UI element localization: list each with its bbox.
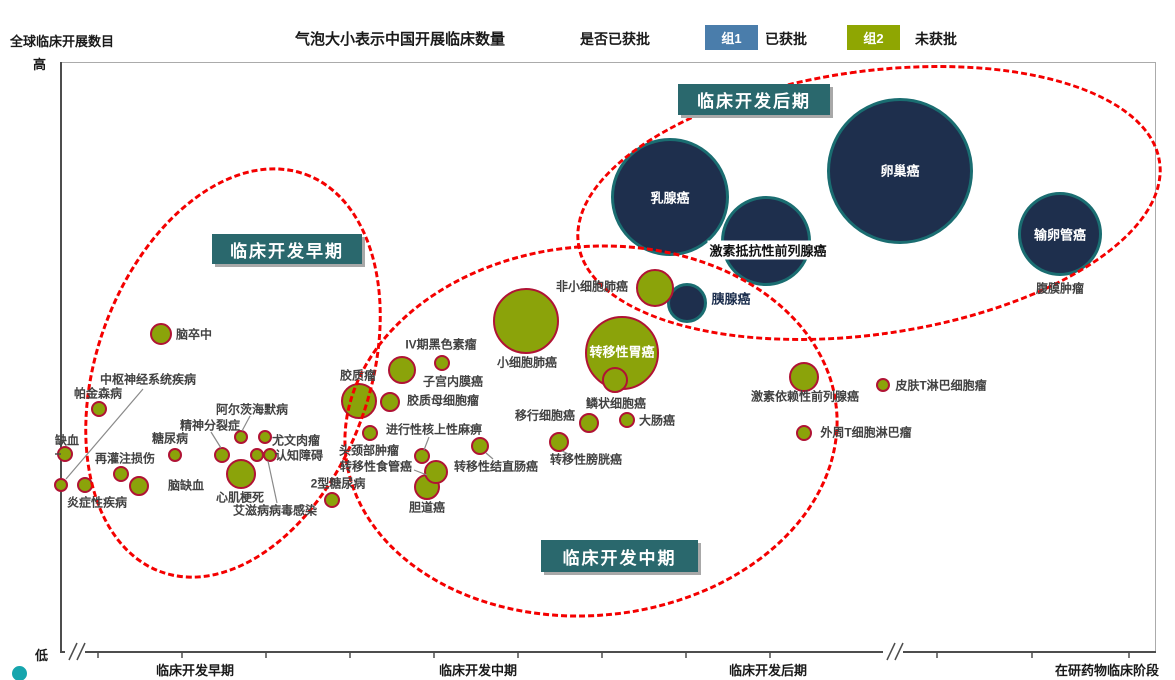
bubble-reperfusion-injury [113,466,129,482]
corner-logo-dot [12,666,27,680]
label-stage-iv-melanoma: IV期黑色素瘤 [405,337,477,352]
label-hiv-infection: 艾滋病病毒感染 [232,503,318,518]
bubble-breast-cancer [611,138,729,256]
label-ewing-sarcoma: 尤文肉瘤 [271,433,321,448]
label-metastatic-colorectal-cancer: 转移性结直肠癌 [453,459,539,474]
label-breast-cancer: 乳腺癌 [650,190,690,206]
label-inflammatory-disease: 炎症性疾病 [66,495,128,510]
bubble-progressive-supranuclear-palsy [414,448,430,464]
bubble-myocardial-infarction [226,459,256,489]
y-axis-line [60,62,62,652]
x-stage-label-2: 临床开发后期 [728,663,808,678]
bubble-metastatic-colorectal-cancer [471,437,489,455]
label-colorectal-cancer: 大肠癌 [638,413,676,428]
x-stage-label-0: 临床开发早期 [155,663,235,678]
label-glioblastoma: 胶质母细胞瘤 [406,393,480,408]
bubble-stroke [150,323,172,345]
bubble-squamous-cell-carcinoma [602,367,628,393]
label-cutaneous-t-cell-lymphoma: 皮肤T淋巴细胞瘤 [895,378,987,393]
label-cerebral-ischemia: 脑缺血 [167,478,205,493]
bubble-metastatic-esophageal-cancer [424,460,448,484]
bubble-sclc [493,288,559,354]
label-peripheral-t-cell-lymphoma: 外周T细胞淋巴瘤 [820,425,912,440]
bubble-ewing-sarcoma [258,430,272,444]
label-diabetes: 糖尿病 [151,431,189,446]
label-squamous-cell-carcinoma: 鳞状细胞癌 [585,396,647,411]
label-cns-disease: 中枢神经系统疾病 [99,372,197,387]
label-ischemia: 缺血 [54,433,80,448]
y-axis-high-label: 高 [33,57,47,72]
plot-right-border [1155,62,1156,652]
bubble-stage-iv-melanoma [434,355,450,371]
bubble-glioma [341,383,377,419]
bubble-transitional-cell-carcinoma [579,413,599,433]
x-stage-label-1: 临床开发中期 [438,663,518,678]
bubble-alzheimers [234,430,248,444]
label-alzheimers: 阿尔茨海默病 [215,402,289,417]
x-axis-line [60,651,1156,653]
label-hormone-resistant-prostate-cancer: 激素抵抗性前列腺癌 [707,240,829,260]
bubble-ovarian-cancer [827,98,973,244]
label-head-neck-tumor: 头颈部肿瘤 [338,443,400,458]
label-sclc: 小细胞肺癌 [496,355,558,370]
label-schizophrenia: 精神分裂症 [179,418,241,433]
bubble-nsclc [636,269,674,307]
label-peritoneal-tumor: 腹膜肿瘤 [1035,281,1085,296]
bubble-cns-disease [54,478,68,492]
bubble-glioblastoma [380,392,400,412]
label-fallopian-tube-cancer: 输卵管癌 [1033,227,1087,243]
label-metastatic-gastric-cancer: 转移性胃癌 [589,344,655,360]
bubble-colorectal-cancer [619,412,635,428]
label-transitional-cell-carcinoma: 移行细胞癌 [514,408,576,423]
bubble-endometrial-cancer [388,356,416,384]
cluster-box-mid: 临床开发中期 [541,540,698,572]
legend-title: 是否已获批 [580,31,650,47]
cluster-box-early: 临床开发早期 [212,234,362,264]
label-hormone-dependent-prostate-cancer: 激素依赖性前列腺癌 [750,389,860,404]
label-pancreatic-cancer: 胰腺癌 [711,291,751,307]
bubble-cutaneous-t-cell-lymphoma [876,378,890,392]
legend-group1-label: 已获批 [765,31,807,47]
label-glioma: 胶质瘤 [339,368,377,383]
bubble-cerebral-ischemia [129,476,149,496]
label-metastatic-bladder-cancer: 转移性膀胱癌 [549,452,623,467]
bubble-hormone-dependent-prostate-cancer [789,362,819,392]
label-parkinsons: 帕金森病 [73,386,123,401]
legend-group1-swatch: 组1 [705,25,758,50]
y-axis-low-label: 低 [35,648,49,663]
bubble-parkinsons [91,401,107,417]
label-nsclc: 非小细胞肺癌 [555,279,629,294]
bubble-schizophrenia [214,447,230,463]
label-myocardial-infarction: 心肌梗死 [215,490,265,505]
bubble-fallopian-tube-cancer [1018,192,1102,276]
label-ovarian-cancer: 卵巢癌 [880,163,920,179]
y-axis-title: 全球临床开展数目 [10,34,115,49]
label-metastatic-esophageal-cancer: 转移性食管癌 [339,459,413,474]
label-reperfusion-injury: 再灌注损伤 [94,451,156,466]
bubble-peripheral-t-cell-lymphoma [796,425,812,441]
label-progressive-supranuclear-palsy: 进行性核上性麻痹 [385,422,483,437]
legend-group2-label: 未获批 [915,31,957,47]
legend-group2-swatch: 组2 [847,25,900,50]
x-stage-label-3: 在研药物临床阶段 [1054,663,1160,678]
label-endometrial-cancer: 子宫内膜癌 [422,374,484,389]
bubble-hiv-infection [263,448,277,462]
label-stroke: 脑卒中 [175,327,213,342]
bubble-inflammatory-disease [77,477,93,493]
bubble-head-neck-tumor [362,425,378,441]
label-biliary-tract-cancer: 胆道癌 [408,500,446,515]
label-type-2-diabetes: 2型糖尿病 [310,476,366,491]
bubble-type-2-diabetes [324,492,340,508]
bubble-metastatic-bladder-cancer [549,432,569,452]
plot-top-border [60,62,1156,63]
chart-note: 气泡大小表示中国开展临床数量 [294,31,506,48]
cluster-box-late: 临床开发后期 [678,84,830,115]
bubble-diabetes [168,448,182,462]
label-cognitive-impairment: 认知障碍 [274,448,324,463]
